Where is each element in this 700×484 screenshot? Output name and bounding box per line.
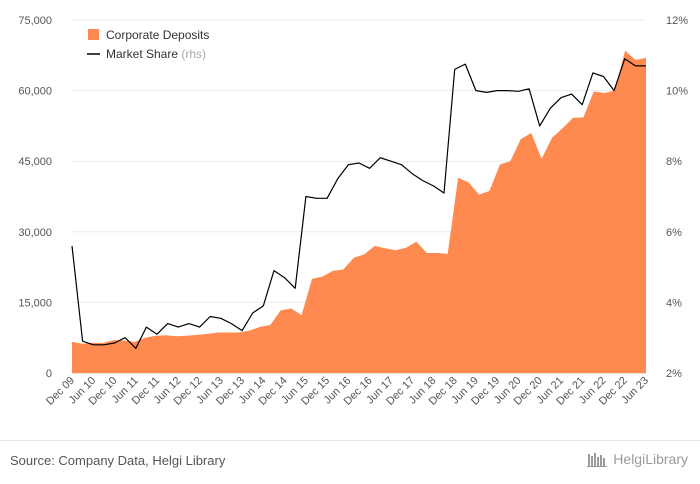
- right-tick-label: 4%: [666, 297, 682, 309]
- right-tick-label: 8%: [666, 156, 682, 168]
- left-axis: 0 15,000 30,000 45,000 60,000 75,000: [18, 15, 52, 380]
- left-tick-label: 0: [46, 368, 52, 380]
- legend-label-corporate-deposits: Corporate Deposits: [106, 28, 209, 42]
- legend: Corporate Deposits Market Share (rhs): [87, 28, 209, 61]
- legend-label-market-share-suffix: (rhs): [181, 47, 206, 61]
- left-tick-label: 75,000: [18, 15, 52, 27]
- corporate-deposits-area: [72, 50, 646, 373]
- source-text: Source: Company Data, Helgi Library: [10, 453, 226, 468]
- right-tick-label: 2%: [666, 368, 682, 380]
- left-tick-label: 30,000: [18, 227, 52, 239]
- brand-logo: HelgiLibrary: [587, 451, 688, 467]
- chart: 0 15,000 30,000 45,000 60,000 75,000 2% 4% 6% 8%…: [18, 15, 688, 408]
- right-tick-label: 6%: [666, 227, 682, 239]
- legend-label-market-share: Market Share (rhs): [106, 47, 206, 61]
- left-tick-label: 45,000: [18, 156, 52, 168]
- market-share-line-layer: [71, 58, 646, 349]
- market-share-line: [71, 58, 646, 349]
- legend-label-market-share-name: Market Share: [106, 47, 178, 61]
- brand-name: HelgiLibrary: [613, 451, 688, 467]
- right-axis: 2% 4% 6% 8% 10% 12%: [666, 15, 688, 380]
- right-tick-label: 12%: [666, 15, 688, 27]
- left-tick-label: 15,000: [18, 297, 52, 309]
- right-tick-label: 10%: [666, 86, 688, 98]
- left-tick-label: 60,000: [18, 86, 52, 98]
- corporate-deposits-area-layer: [72, 50, 646, 373]
- library-icon: [587, 453, 608, 467]
- footer: Source: Company Data, Helgi Library Helg…: [0, 440, 700, 484]
- legend-swatch-corporate-deposits: [88, 29, 99, 40]
